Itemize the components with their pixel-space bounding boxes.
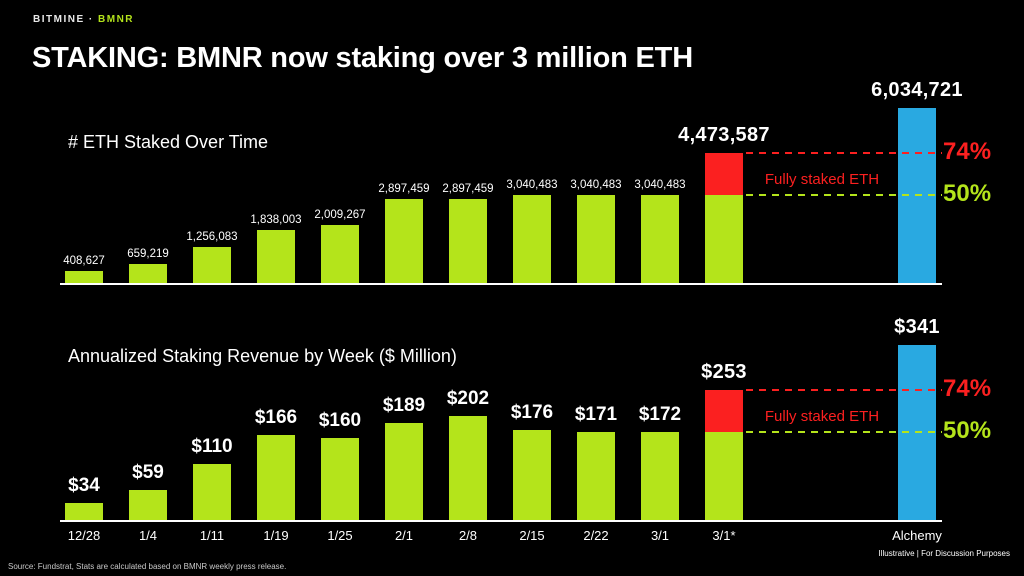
eth-staked-chart-title: # ETH Staked Over Time <box>68 132 269 152</box>
bar-value-label: $172 <box>638 404 682 425</box>
bar-value-label: 2,897,459 <box>442 183 494 195</box>
bar <box>193 464 231 520</box>
bar-value-label: 1,256,083 <box>186 231 238 243</box>
bar-value-label: $341 <box>894 316 940 338</box>
bar-value-label: $189 <box>382 395 426 416</box>
bar-stacked-top-red <box>705 153 743 195</box>
bar <box>321 225 359 283</box>
bar-value-label: 3,040,483 <box>634 179 686 191</box>
x-axis-label: 2/1 <box>394 528 414 543</box>
bar <box>641 195 679 283</box>
x-axis-label: Alchemy <box>892 528 942 543</box>
bar <box>513 430 551 520</box>
bar-stacked-top-red <box>705 390 743 432</box>
x-axis-label: 3/1 <box>650 528 670 543</box>
reference-line-74% <box>746 152 942 154</box>
bar <box>577 432 615 520</box>
bar-value-label: 6,034,721 <box>871 79 963 101</box>
bar <box>193 247 231 283</box>
x-axis-line <box>60 283 942 285</box>
bar-value-label: $171 <box>574 404 618 425</box>
bar <box>513 195 551 283</box>
bar-value-label: 659,219 <box>127 248 169 260</box>
reference-label-50%: 50% <box>943 180 992 207</box>
bar <box>129 490 167 520</box>
bar <box>577 195 615 283</box>
x-axis-labels: 12/28 1/4 1/11 1/19 1/25 2/1 2/8 2/15 2/22 3/1 3/1… <box>40 528 1024 548</box>
reference-line-50% <box>746 431 942 433</box>
bar <box>65 271 103 283</box>
bar-value-label: $202 <box>446 388 490 409</box>
bar <box>257 435 295 520</box>
brand-ticker: BMNR <box>98 14 135 25</box>
x-axis-label: 2/8 <box>458 528 478 543</box>
x-axis-label: 3/1* <box>712 528 736 543</box>
x-axis-label: 1/19 <box>263 528 289 543</box>
bar <box>641 432 679 520</box>
bar-value-label: $110 <box>191 436 233 457</box>
bar-value-label: $59 <box>132 462 164 483</box>
bar-stacked-base <box>705 195 743 283</box>
staking-revenue-chart-plot: $34 $59 $110 $166 $160 $189 $202 $176 $171 $172 $2… <box>40 316 1024 522</box>
bar-value-label: 3,040,483 <box>570 179 622 191</box>
staking-revenue-chart-title: Annualized Staking Revenue by Week ($ Mi… <box>68 346 457 366</box>
reference-label-50%: 50% <box>943 417 992 444</box>
bar-value-label: 3,040,483 <box>506 179 558 191</box>
bar <box>385 423 423 520</box>
bar-value-label: $166 <box>254 407 298 428</box>
bar-value-label: 2,897,459 <box>378 183 430 195</box>
bar-value-label: $176 <box>510 402 554 423</box>
bar-value-label: 1,838,003 <box>250 214 302 226</box>
bar <box>65 503 103 520</box>
bar-stacked-base <box>705 432 743 520</box>
bar-value-label: 408,627 <box>63 255 105 267</box>
x-axis-label: 2/15 <box>519 528 545 543</box>
bar <box>449 416 487 520</box>
x-axis-label: 1/25 <box>327 528 353 543</box>
bar-value-label: $253 <box>701 361 747 383</box>
bar <box>385 199 423 283</box>
bar <box>257 230 295 283</box>
brand: BITMINE · BMNR <box>33 14 134 25</box>
bar <box>129 264 167 283</box>
page-title: STAKING: BMNR now staking over 3 million… <box>32 42 693 74</box>
x-axis-label: 2/22 <box>583 528 609 543</box>
disclaimer-note: Illustrative | For Discussion Purposes <box>878 549 1010 558</box>
brand-company: BITMINE <box>33 14 85 25</box>
bar-value-label: 4,473,587 <box>678 124 770 146</box>
brand-separator: · <box>88 14 94 25</box>
source-note: Source: Fundstrat, Stats are calculated … <box>8 562 287 571</box>
fully-staked-annotation: Fully staked ETH <box>764 171 880 188</box>
reference-line-74% <box>746 389 942 391</box>
bar <box>449 199 487 283</box>
bar <box>321 438 359 520</box>
bar-value-label: $160 <box>318 410 362 431</box>
reference-line-50% <box>746 194 942 196</box>
fully-staked-annotation: Fully staked ETH <box>764 408 880 425</box>
eth-staked-chart-plot: 408,627 659,219 1,256,083 1,838,003 2,009,26… <box>40 79 1024 285</box>
bar-value-label: 2,009,267 <box>314 209 366 221</box>
bar-value-label: $34 <box>68 475 100 496</box>
x-axis-label: 1/4 <box>138 528 158 543</box>
x-axis-line <box>60 520 942 522</box>
x-axis-label: 12/28 <box>67 528 101 543</box>
reference-label-74%: 74% <box>943 138 992 165</box>
reference-label-74%: 74% <box>943 375 992 402</box>
x-axis-label: 1/11 <box>199 528 225 543</box>
